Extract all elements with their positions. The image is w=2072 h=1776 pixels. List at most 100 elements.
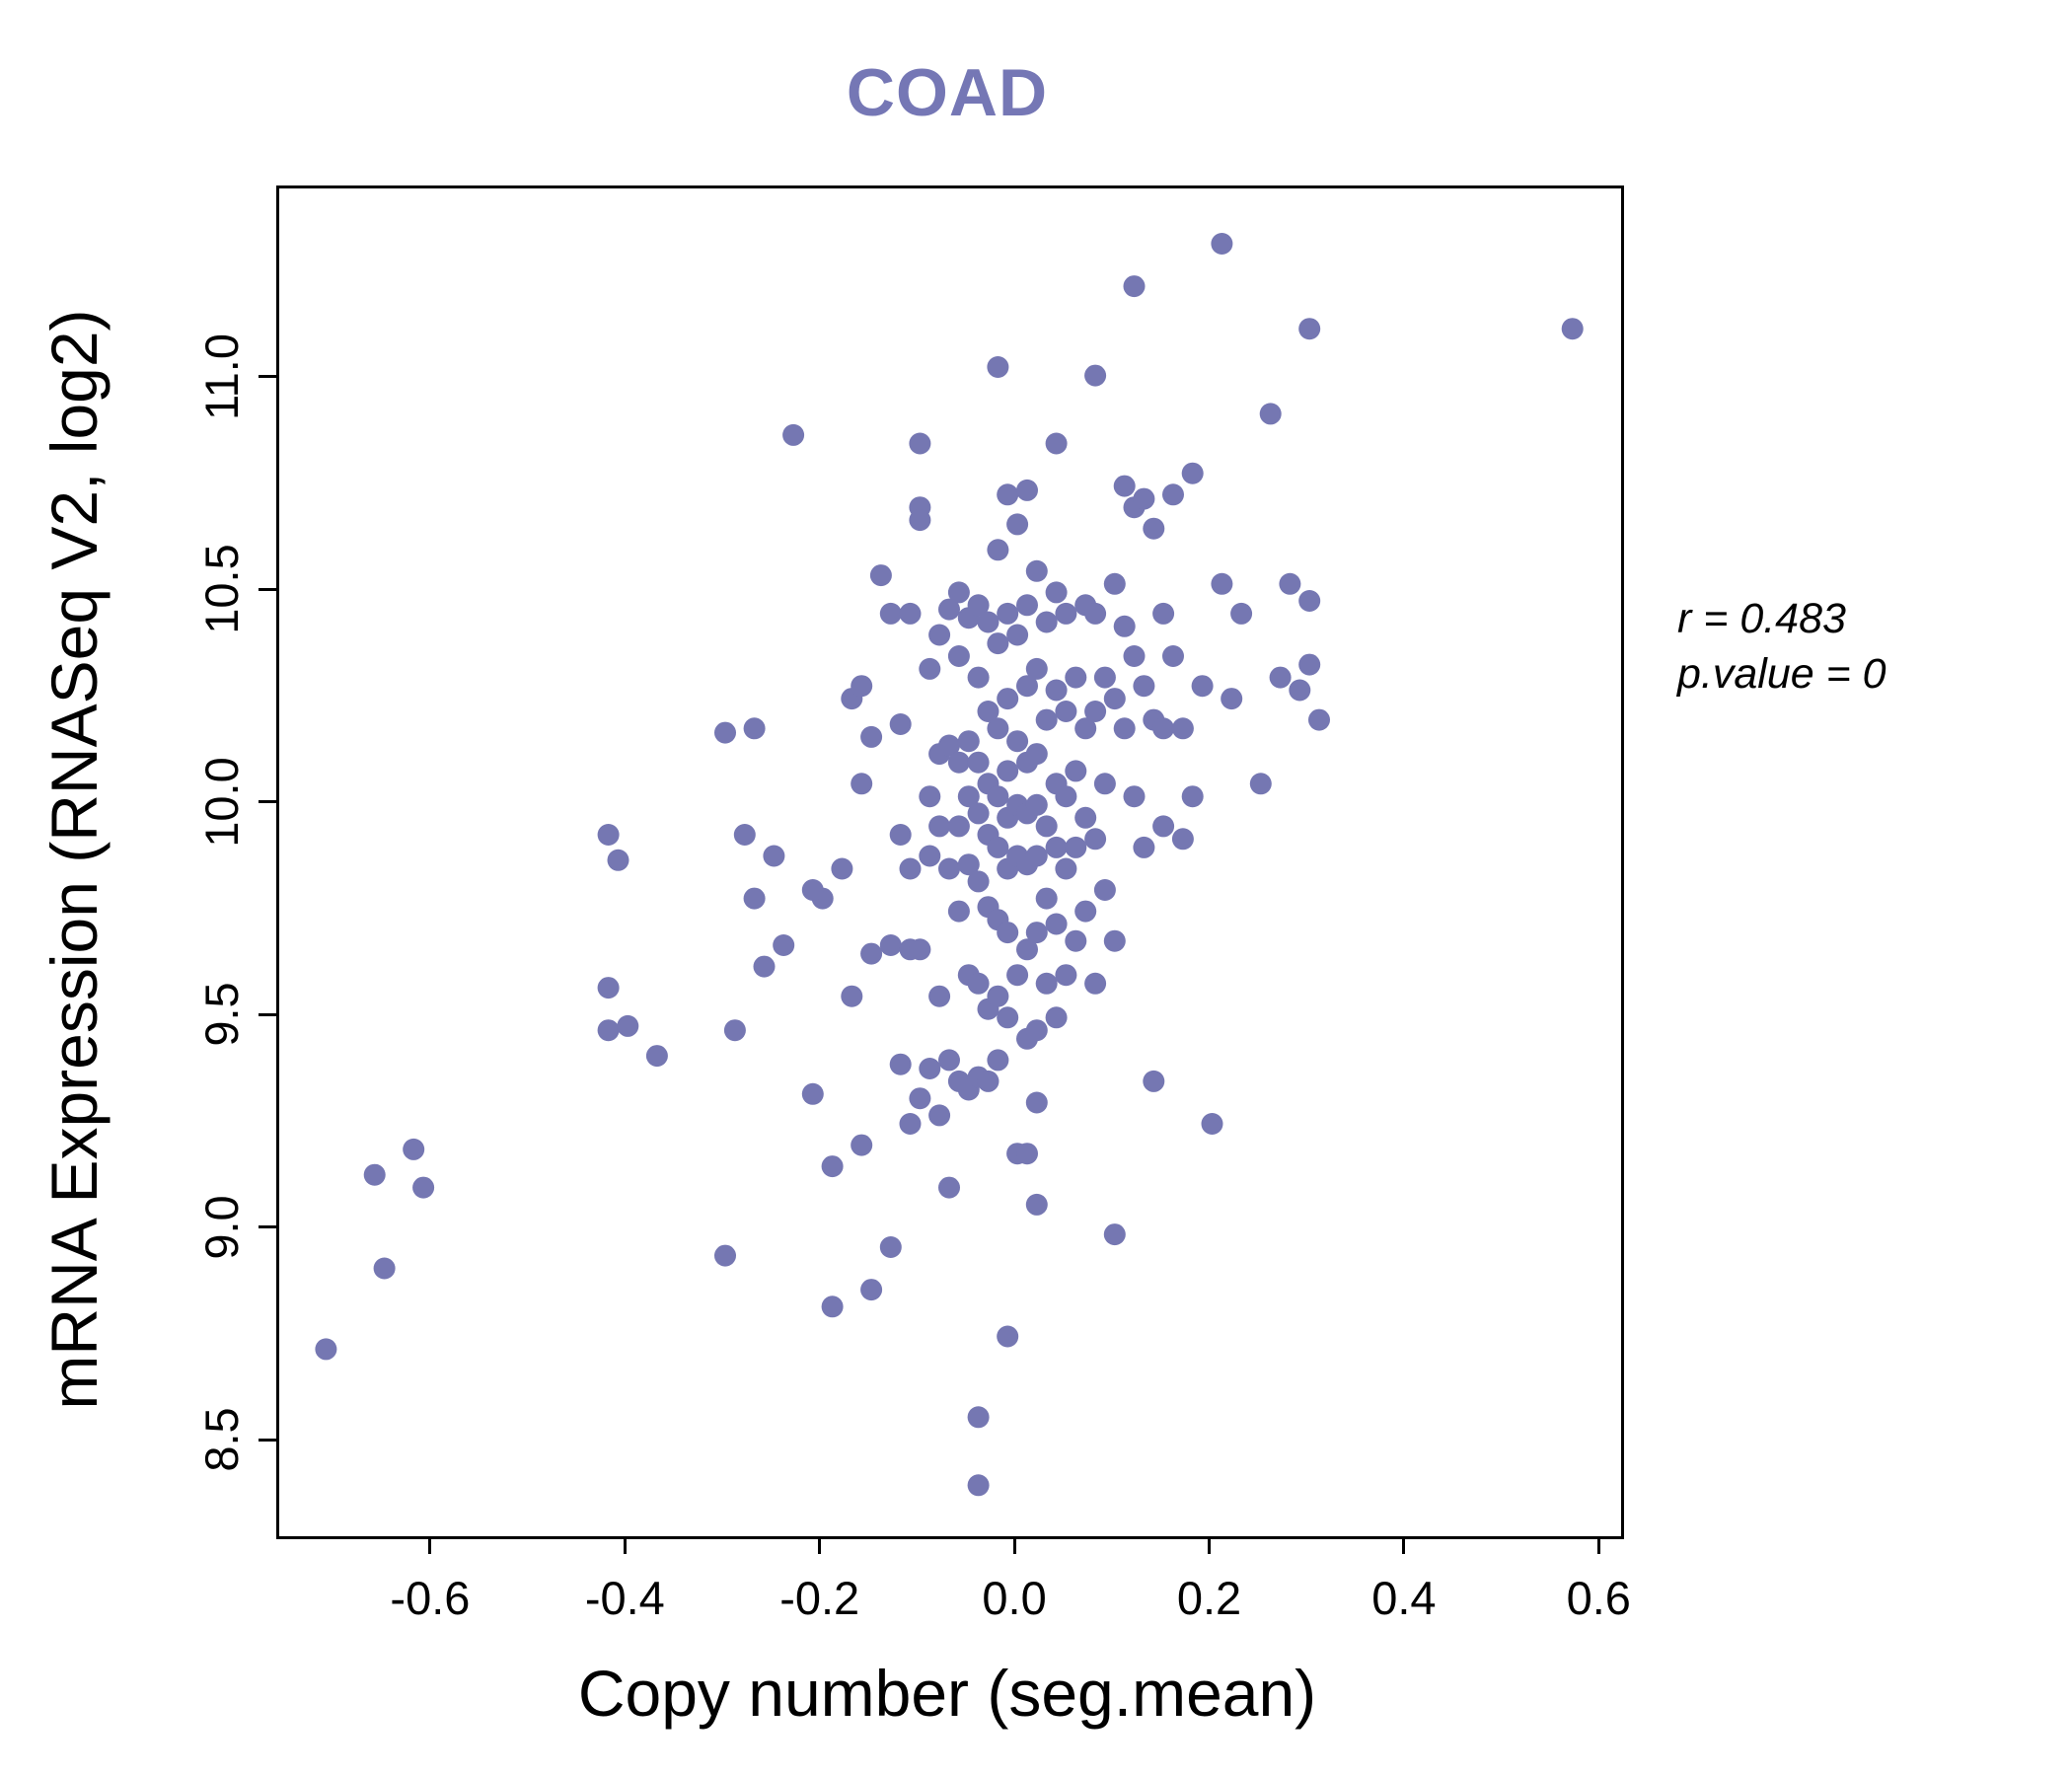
data-point bbox=[987, 632, 1009, 655]
data-point bbox=[1133, 675, 1155, 698]
data-point bbox=[403, 1138, 425, 1160]
correlation-annotation: r = 0.483 p.value = 0 bbox=[1677, 592, 1887, 703]
data-point bbox=[851, 1134, 873, 1156]
data-point bbox=[997, 483, 1019, 506]
data-point bbox=[753, 955, 776, 978]
data-point bbox=[928, 624, 951, 646]
data-point bbox=[987, 539, 1009, 561]
data-point bbox=[1298, 653, 1321, 676]
data-point bbox=[1221, 688, 1243, 710]
data-point bbox=[947, 581, 970, 604]
data-point bbox=[1016, 938, 1038, 961]
data-point bbox=[714, 1244, 736, 1267]
data-point bbox=[977, 701, 999, 722]
data-point bbox=[841, 985, 863, 1007]
data-point bbox=[1211, 233, 1233, 255]
data-point bbox=[1065, 666, 1087, 689]
data-point bbox=[1084, 364, 1107, 387]
plot-area bbox=[276, 185, 1624, 1539]
data-point bbox=[821, 1155, 844, 1178]
data-point bbox=[315, 1338, 337, 1361]
data-point bbox=[1074, 806, 1097, 829]
data-point bbox=[987, 836, 1009, 858]
x-tick-label: 0.4 bbox=[1371, 1572, 1437, 1624]
x-axis-tick bbox=[1402, 1536, 1406, 1554]
data-point bbox=[899, 1113, 922, 1135]
data-point bbox=[831, 857, 853, 880]
data-point bbox=[899, 602, 922, 625]
x-axis-tick bbox=[1207, 1536, 1211, 1554]
data-point bbox=[1055, 785, 1077, 808]
data-point bbox=[967, 870, 990, 893]
data-point bbox=[1084, 828, 1107, 851]
x-tick-label: 0.6 bbox=[1566, 1572, 1631, 1624]
data-point bbox=[1006, 730, 1029, 753]
y-tick-label: 11.0 bbox=[195, 333, 248, 420]
data-point bbox=[889, 824, 912, 846]
data-point bbox=[1211, 572, 1233, 595]
data-point bbox=[977, 611, 999, 633]
data-point bbox=[947, 900, 970, 923]
data-point bbox=[821, 1295, 844, 1318]
data-point bbox=[773, 934, 795, 956]
data-point bbox=[597, 977, 620, 999]
data-point bbox=[1298, 590, 1321, 612]
data-point bbox=[743, 717, 766, 740]
data-point bbox=[1025, 743, 1048, 766]
data-point bbox=[1025, 1019, 1048, 1042]
data-point bbox=[967, 1406, 990, 1429]
data-point bbox=[879, 602, 902, 625]
data-point bbox=[1152, 815, 1175, 838]
data-point bbox=[1065, 760, 1087, 782]
x-tick-label: -0.2 bbox=[779, 1572, 860, 1624]
x-tick-label: -0.4 bbox=[584, 1572, 665, 1624]
data-point bbox=[987, 717, 1009, 740]
data-point bbox=[1279, 572, 1301, 595]
data-point bbox=[909, 1087, 931, 1110]
data-point bbox=[987, 785, 1009, 808]
data-point bbox=[997, 1006, 1019, 1029]
data-point bbox=[938, 598, 960, 621]
data-point bbox=[1103, 929, 1126, 952]
data-point bbox=[1113, 615, 1136, 637]
data-point bbox=[860, 725, 883, 748]
data-point bbox=[597, 1019, 620, 1042]
y-axis-tick bbox=[259, 1012, 276, 1016]
data-point bbox=[967, 751, 990, 774]
data-point bbox=[967, 972, 990, 995]
data-point bbox=[1162, 645, 1184, 667]
data-point bbox=[1103, 572, 1126, 595]
data-point bbox=[1171, 828, 1194, 851]
data-point bbox=[938, 734, 960, 757]
data-point bbox=[1230, 602, 1253, 625]
data-point bbox=[1074, 900, 1097, 923]
data-point bbox=[889, 713, 912, 735]
data-point bbox=[1016, 1143, 1038, 1165]
data-point bbox=[1045, 679, 1068, 702]
data-point bbox=[1055, 701, 1077, 722]
data-point bbox=[1006, 624, 1029, 646]
data-point bbox=[1055, 602, 1077, 625]
data-point bbox=[1045, 913, 1068, 935]
data-point bbox=[851, 675, 873, 698]
data-point bbox=[1133, 836, 1155, 858]
x-axis-label: Copy number (seg.mean) bbox=[577, 1657, 1317, 1730]
data-point bbox=[743, 887, 766, 910]
data-point bbox=[373, 1257, 396, 1280]
data-point bbox=[997, 760, 1019, 782]
data-point bbox=[1055, 964, 1077, 987]
data-point bbox=[947, 751, 970, 774]
data-point bbox=[987, 985, 1009, 1007]
data-point bbox=[645, 1045, 668, 1068]
data-point bbox=[947, 815, 970, 838]
data-point bbox=[1084, 972, 1107, 995]
data-point bbox=[957, 785, 980, 808]
y-axis-tick bbox=[259, 375, 276, 379]
x-tick-label: -0.6 bbox=[390, 1572, 471, 1624]
data-point bbox=[1133, 487, 1155, 510]
data-point bbox=[987, 1049, 1009, 1072]
data-point bbox=[919, 845, 941, 867]
data-point bbox=[1035, 611, 1058, 633]
data-point bbox=[860, 942, 883, 965]
data-point bbox=[1191, 675, 1214, 698]
